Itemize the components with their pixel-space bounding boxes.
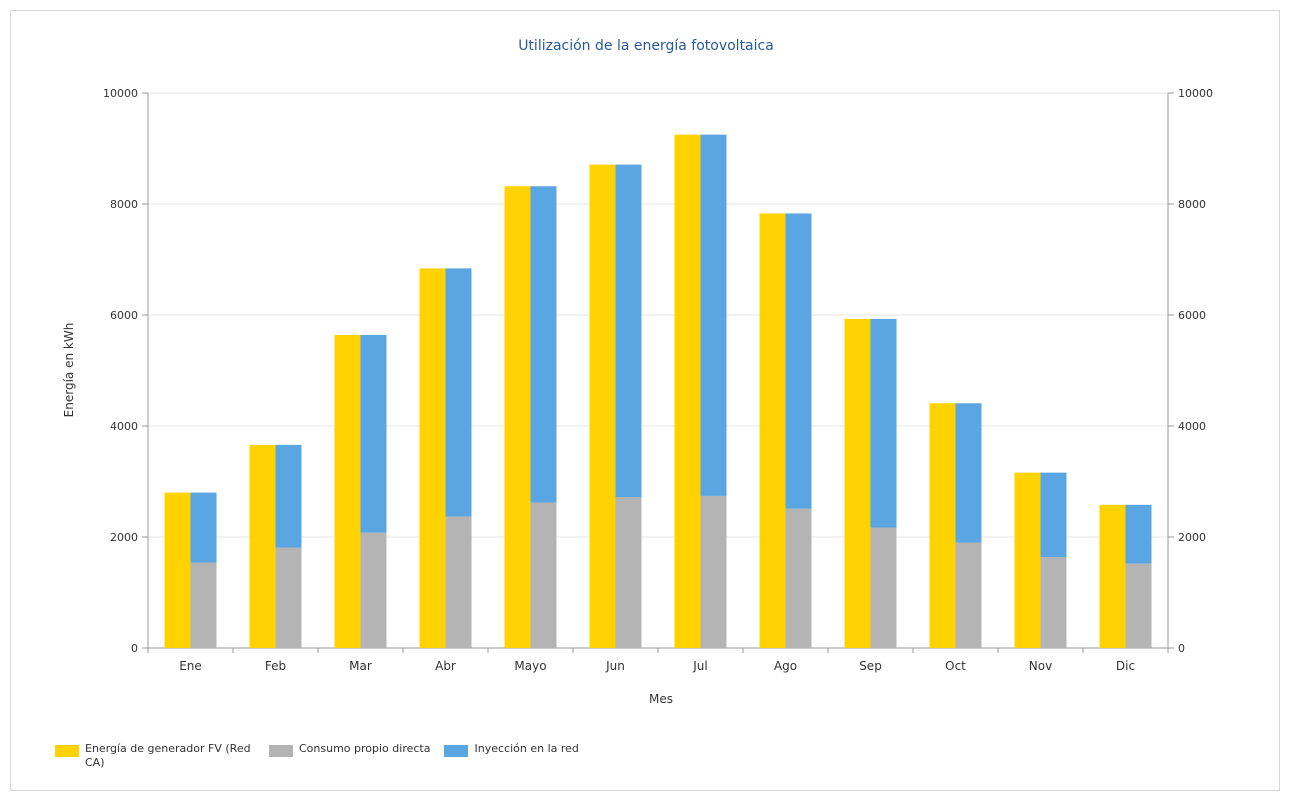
bar-grid-feed-in xyxy=(785,213,812,509)
bar-self-consumption xyxy=(700,495,727,648)
bar-self-consumption xyxy=(530,502,557,648)
bar-self-consumption xyxy=(1125,563,1152,648)
legend-label: Energía de generador FV (Red CA) xyxy=(85,742,251,769)
bars xyxy=(164,134,1152,649)
bar-self-consumption xyxy=(870,527,897,648)
legend-label: Inyección en la red xyxy=(474,742,579,755)
x-tick-label: Abr xyxy=(435,659,456,673)
bar-grid-feed-in xyxy=(870,318,897,528)
bar-generation xyxy=(759,213,786,648)
bar-self-consumption xyxy=(1040,556,1067,648)
x-axis-label: Mes xyxy=(649,692,673,706)
bar-self-consumption xyxy=(445,516,472,648)
bar-generation xyxy=(674,134,701,648)
legend-swatch xyxy=(55,745,79,757)
x-tick-label: Ago xyxy=(774,659,797,673)
bar-generation xyxy=(1099,504,1126,648)
y-tick-label-right: 0 xyxy=(1178,642,1185,655)
bar-generation xyxy=(164,492,191,648)
legend-label: Consumo propio directa xyxy=(299,742,431,755)
legend-item-generation: Energía de generador FV (Red CA) xyxy=(55,742,255,770)
x-tick-label: Nov xyxy=(1029,659,1052,673)
bar-generation xyxy=(419,268,446,648)
x-tick-label: Jun xyxy=(605,659,625,673)
legend-item-grid-feed-in: Inyección en la red xyxy=(444,742,579,757)
bar-self-consumption xyxy=(360,532,387,648)
legend-swatch xyxy=(269,745,293,757)
x-tick-label: Dic xyxy=(1116,659,1135,673)
bar-self-consumption xyxy=(785,508,812,648)
y-tick-label: 8000 xyxy=(110,198,138,211)
x-tick-label: Mayo xyxy=(514,659,546,673)
y-tick-label-right: 10000 xyxy=(1178,87,1213,100)
grid xyxy=(148,92,1168,538)
bar-grid-feed-in xyxy=(1040,472,1067,557)
bar-self-consumption xyxy=(275,547,302,648)
bar-grid-feed-in xyxy=(445,268,472,517)
legend-swatch xyxy=(444,745,469,757)
y-tick-label: 4000 xyxy=(110,420,138,433)
legend: Energía de generador FV (Red CA) Consumo… xyxy=(55,742,593,770)
y-tick-label: 6000 xyxy=(110,309,138,322)
bar-grid-feed-in xyxy=(360,334,387,533)
x-tick-label: Feb xyxy=(265,659,286,673)
bar-generation xyxy=(249,444,276,648)
bar-self-consumption xyxy=(615,497,642,648)
bar-generation xyxy=(844,318,871,648)
x-tick-label: Sep xyxy=(859,659,882,673)
legend-item-self-consumption: Consumo propio directa xyxy=(269,742,430,757)
bar-grid-feed-in xyxy=(1125,504,1152,564)
bar-grid-feed-in xyxy=(615,164,642,498)
bar-self-consumption xyxy=(190,562,217,648)
axes xyxy=(142,92,1174,653)
y-tick-label: 2000 xyxy=(110,531,138,544)
chart-frame xyxy=(10,10,1280,791)
y-tick-label: 10000 xyxy=(103,87,138,100)
bar-generation xyxy=(1014,472,1041,648)
bar-grid-feed-in xyxy=(700,134,727,496)
bar-grid-feed-in xyxy=(190,492,217,563)
bar-generation xyxy=(929,403,956,648)
chart-title: Utilización de la energía fotovoltaica xyxy=(518,38,774,54)
y-tick-label-right: 2000 xyxy=(1178,531,1206,544)
bar-generation xyxy=(334,334,361,648)
y-tick-label-right: 6000 xyxy=(1178,309,1206,322)
tick-labels: 0 0 2000 2000 4000 4000 6000 6000 8000 8000 10000 1… xyxy=(103,87,1213,673)
bar-self-consumption xyxy=(955,542,982,648)
y-axis-label: Energía en kWh xyxy=(62,323,76,418)
bar-generation xyxy=(504,186,531,649)
y-tick-label-right: 4000 xyxy=(1178,420,1206,433)
x-tick-label: Jul xyxy=(692,659,707,673)
y-tick-label: 0 xyxy=(131,642,138,655)
bar-grid-feed-in xyxy=(955,403,982,543)
x-tick-label: Mar xyxy=(349,659,372,673)
bar-grid-feed-in xyxy=(275,444,302,548)
x-tick-label: Ene xyxy=(179,659,202,673)
bar-generation xyxy=(589,164,616,648)
x-tick-label: Oct xyxy=(945,659,966,673)
bar-grid-feed-in xyxy=(530,186,557,503)
y-tick-label-right: 8000 xyxy=(1178,198,1206,211)
